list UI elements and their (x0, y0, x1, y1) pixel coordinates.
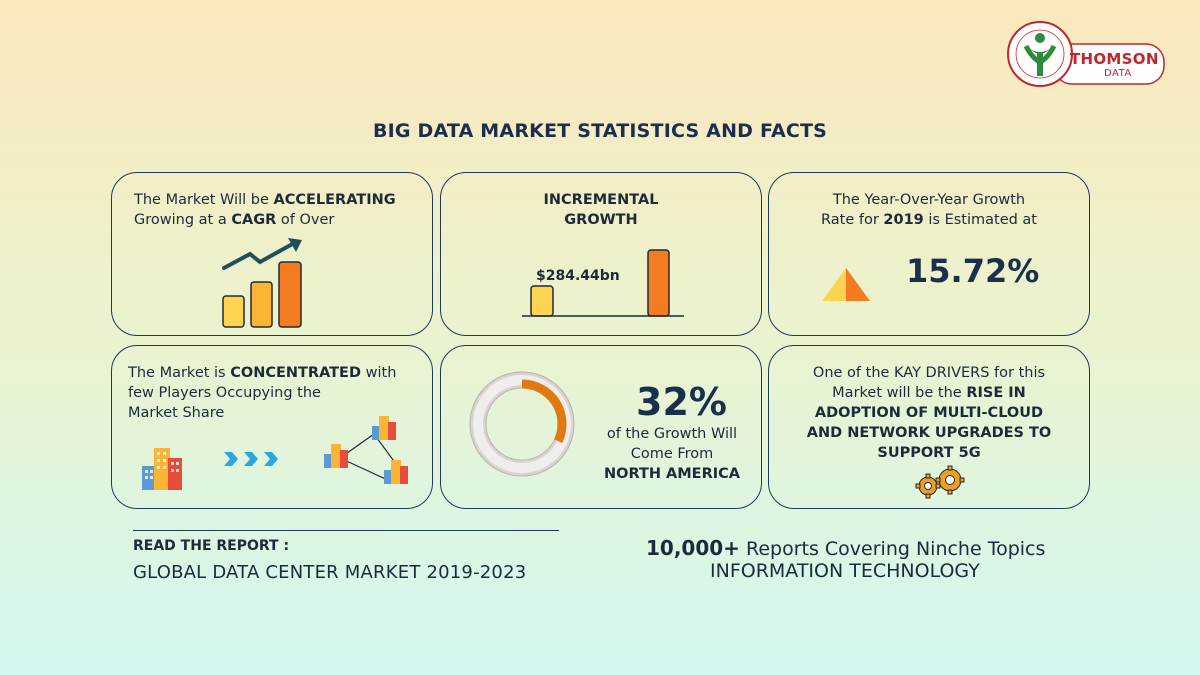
yoy-line2-post: is Estimated at (923, 212, 1037, 228)
yoy-value: 15.72% (906, 252, 1040, 290)
logo-brand: THOMSON (1070, 50, 1159, 68)
gears-icon (915, 465, 965, 499)
north-america-text: of the Growth Will Come From NORTH AMERI… (592, 424, 752, 484)
yoy-line1: The Year-Over-Year Growth (832, 192, 1026, 208)
logo-sub: DATA (1104, 68, 1132, 79)
cagr-line2-pre: Growing at a (134, 212, 232, 228)
reports-text: Reports Covering Ninche Topics (739, 538, 1046, 560)
reports-count: 10,000+ (646, 536, 740, 560)
card-incremental-growth (440, 172, 762, 336)
card-yoy-growth (768, 172, 1090, 336)
cagr-line2-bold: CAGR (231, 212, 277, 228)
growing-bars-icon (222, 238, 302, 328)
north-america-value: 32% (636, 380, 727, 424)
drivers-line2-pre: Market will be the (832, 385, 967, 401)
arrows-icon (224, 452, 278, 466)
donut-share-arc (477, 379, 567, 469)
thomson-data-logo (1007, 21, 1165, 87)
concentrated-line3: Market Share (128, 405, 225, 421)
concentrated-line1-pre: The Market is (128, 365, 231, 381)
concentrated-line2: few Players Occupying the (128, 385, 321, 401)
drivers-text: One of the KAY DRIVERS for this Market w… (768, 363, 1090, 463)
cagr-line1-pre: The Market Will be (134, 192, 274, 208)
incremental-bars-icon (522, 249, 684, 317)
triangle-icon (822, 268, 870, 301)
incremental-title-line1: INCREMENTAL (543, 192, 659, 208)
drivers-line4: AND NETWORK UPGRADES TO (806, 425, 1052, 441)
donut-chart-icon (469, 371, 575, 477)
yoy-text: The Year-Over-Year Growth Rate for 2019 … (768, 190, 1090, 230)
drivers-line5: SUPPORT 5G (877, 445, 981, 461)
drivers-line1: One of the KAY DRIVERS for this (812, 365, 1046, 381)
reports-count-line: 10,000+ Reports Covering Ninche Topics (646, 536, 1045, 560)
concentrated-line1-bold: CONCENTRATED (230, 365, 362, 381)
cagr-line2-post: of Over (276, 212, 335, 228)
north-america-line3: NORTH AMERICA (603, 466, 741, 482)
cagr-line1-bold: ACCELERATING (273, 192, 396, 208)
concentrated-line1-post: with (361, 365, 397, 381)
card-cagr (111, 172, 433, 336)
buildings-icon (142, 448, 182, 490)
incremental-title-line2: GROWTH (564, 212, 638, 228)
network-buildings-icon (324, 416, 408, 484)
page-title: BIG DATA MARKET STATISTICS AND FACTS (372, 120, 828, 142)
yoy-line2-bold: 2019 (883, 212, 924, 228)
report-name-link[interactable]: GLOBAL DATA CENTER MARKET 2019-2023 (133, 562, 527, 583)
north-america-line2: Come From (630, 446, 714, 462)
card-concentrated (111, 345, 433, 509)
drivers-line3: ADOPTION OF MULTI-CLOUD (814, 405, 1044, 421)
concentrated-text: The Market is CONCENTRATED with few Play… (128, 363, 396, 423)
yoy-line2-pre: Rate for (821, 212, 884, 228)
category-label: INFORMATION TECHNOLOGY (710, 560, 980, 582)
incremental-title: INCREMENTAL GROWTH (440, 190, 762, 230)
incremental-value: $284.44bn (536, 268, 620, 284)
footer-divider (133, 530, 559, 531)
card-cagr-text: The Market Will be ACCELERATING Growing … (134, 190, 396, 230)
drivers-line2-bold: RISE IN (966, 385, 1026, 401)
card-north-america (440, 345, 762, 509)
read-report-label: READ THE REPORT : (133, 538, 290, 554)
card-key-drivers (768, 345, 1090, 509)
north-america-line1: of the Growth Will (606, 426, 738, 442)
